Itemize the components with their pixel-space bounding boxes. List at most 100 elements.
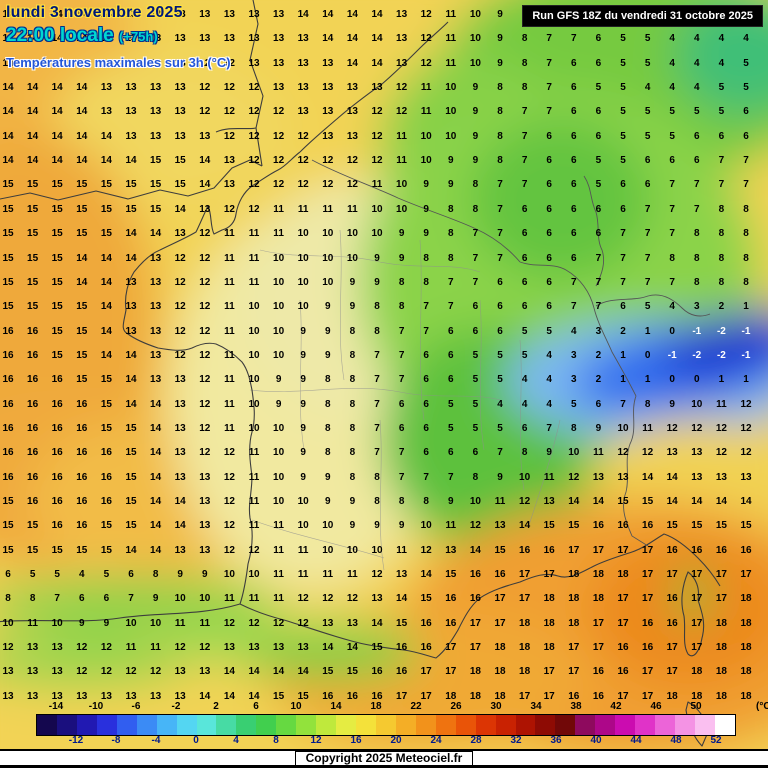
grid-value: 6: [546, 179, 552, 191]
grid-value: 10: [420, 130, 432, 142]
grid-value: 15: [297, 690, 309, 702]
grid-value: 18: [691, 666, 703, 678]
grid-value: 14: [100, 130, 112, 142]
time-label: 22:00 locale (+75h): [6, 25, 231, 47]
scale-label: -12: [68, 735, 84, 746]
grid-value: 8: [423, 276, 429, 288]
grid-value: 4: [669, 57, 675, 69]
grid-value: 12: [199, 82, 211, 94]
grid-value: 10: [469, 9, 481, 20]
grid-value: 13: [2, 666, 14, 678]
grid-value: 6: [497, 301, 503, 313]
grid-value: 11: [248, 276, 260, 288]
grid-value: 8: [448, 252, 454, 264]
grid-value: 16: [100, 471, 112, 483]
grid-value: 13: [174, 666, 186, 678]
grid-value: 10: [51, 617, 63, 629]
grid-value: 10: [371, 228, 383, 240]
grid-value: 8: [743, 203, 749, 215]
grid-value: 10: [248, 349, 260, 361]
grid-value: 12: [740, 447, 752, 459]
grid-value: 7: [374, 422, 380, 434]
grid-value: 17: [543, 666, 555, 678]
grid-value: 15: [76, 301, 88, 313]
grid-value: 15: [51, 544, 63, 556]
grid-value: 8: [398, 276, 405, 288]
grid-value: 13: [666, 447, 678, 459]
grid-value: 11: [248, 520, 260, 532]
grid-value: 10: [248, 374, 260, 386]
grid-value: 11: [420, 106, 432, 118]
grid-value: 14: [248, 666, 260, 678]
grid-value: 7: [644, 252, 651, 264]
grid-value: 7: [571, 33, 577, 45]
grid-value: 5: [595, 179, 602, 191]
grid-value: 17: [740, 569, 752, 581]
grid-value: 17: [494, 617, 506, 629]
grid-value: 7: [472, 252, 479, 264]
grid-value: 16: [642, 520, 654, 532]
scale-segment: [176, 715, 197, 735]
grid-value: 12: [371, 106, 383, 118]
scale-segment: [475, 715, 496, 735]
grid-value: 10: [199, 593, 211, 605]
grid-value: 11: [273, 593, 284, 605]
grid-value: 16: [76, 471, 88, 483]
grid-value: 13: [199, 520, 211, 532]
grid-value: 18: [543, 617, 555, 629]
grid-value: 6: [521, 252, 528, 264]
grid-value: 6: [595, 57, 602, 69]
grid-value: 5: [472, 349, 479, 361]
grid-value: 5: [620, 130, 626, 142]
grid-value: 12: [420, 9, 432, 20]
grid-value: 14: [76, 82, 88, 94]
grid-value: 7: [497, 228, 503, 240]
grid-value: 12: [297, 179, 309, 191]
grid-value: 14: [150, 544, 162, 556]
grid-value: 5: [29, 569, 36, 581]
grid-value: 9: [325, 496, 331, 507]
grid-value: 6: [620, 301, 626, 313]
grid-value: 18: [592, 593, 604, 605]
grid-value: 13: [174, 471, 186, 483]
grid-value: 8: [349, 422, 356, 434]
grid-value: 5: [448, 398, 454, 410]
grid-value: 14: [51, 155, 63, 167]
grid-value: 12: [420, 33, 432, 45]
grid-value: 13: [174, 130, 186, 142]
grid-value: 18: [543, 642, 555, 654]
grid-value: 7: [620, 398, 626, 410]
scale-label: 6: [253, 701, 259, 712]
grid-value: 16: [666, 544, 678, 556]
grid-value: 12: [199, 106, 211, 118]
grid-value: 6: [5, 569, 11, 581]
grid-value: 16: [445, 593, 457, 605]
grid-value: 15: [27, 179, 39, 191]
grid-value: 13: [543, 496, 555, 507]
grid-value: 12: [297, 593, 309, 605]
grid-value: 13: [199, 471, 211, 483]
grid-value: 13: [150, 252, 162, 264]
grid-value: 18: [494, 690, 506, 702]
scale-segment: [296, 715, 317, 735]
grid-value: 11: [297, 544, 309, 556]
grid-value: 12: [322, 179, 334, 191]
grid-value: 18: [617, 569, 629, 581]
grid-value: 14: [100, 276, 112, 288]
grid-value: 13: [223, 9, 235, 20]
grid-value: 8: [349, 325, 356, 337]
scale-label: 32: [510, 735, 522, 746]
grid-value: 6: [497, 276, 503, 288]
grid-value: 14: [346, 642, 358, 654]
grid-value: 13: [27, 690, 39, 702]
grid-value: 10: [273, 447, 285, 459]
grid-value: 14: [2, 57, 14, 69]
grid-value: 9: [497, 9, 503, 20]
grid-value: 10: [445, 82, 457, 94]
grid-value: 1: [620, 374, 626, 386]
grid-value: 14: [199, 155, 211, 167]
grid-value: 13: [297, 57, 309, 69]
grid-value: 13: [100, 82, 112, 94]
grid-value: 13: [174, 57, 186, 69]
